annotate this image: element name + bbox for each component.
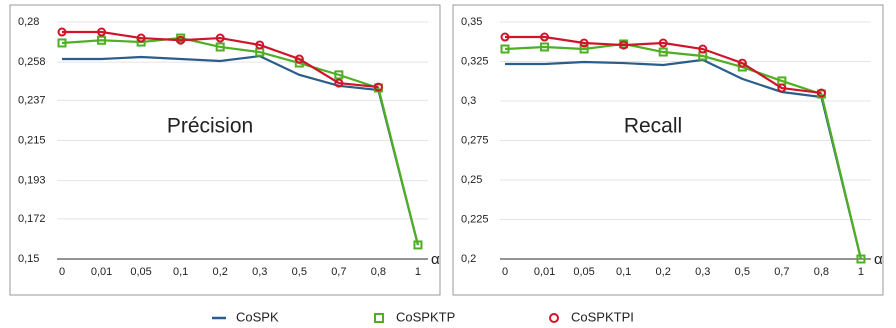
- annotation: Recall: [624, 115, 682, 138]
- x-tick-label: 0,8: [814, 266, 829, 278]
- x-axis-label: α: [874, 251, 883, 268]
- circle-marker: [777, 83, 787, 93]
- y-tick-label: 0,28: [18, 16, 39, 28]
- y-tick-label: 0,258: [18, 56, 46, 68]
- circle-marker: [698, 44, 708, 54]
- legend-label: CoSPK: [236, 309, 279, 324]
- circle-marker: [500, 32, 510, 42]
- y-tick-label: 0,15: [18, 253, 39, 265]
- y-tick-label: 0,237: [18, 94, 46, 106]
- square-marker: [334, 70, 344, 80]
- x-tick-label: 0,7: [774, 266, 789, 278]
- circle-marker: [816, 88, 826, 98]
- y-tick-label: 0,3: [461, 95, 476, 107]
- x-tick-label: 1: [858, 266, 864, 278]
- circle-marker: [57, 27, 67, 37]
- y-tick-label: 0,325: [461, 55, 489, 67]
- x-tick-label: 0,1: [616, 266, 631, 278]
- square-marker: [540, 42, 550, 52]
- circle-marker: [136, 33, 146, 43]
- x-tick-label: 0,1: [173, 266, 188, 278]
- legend-label: CoSPKTP: [396, 309, 455, 324]
- x-tick-label: 0,01: [534, 266, 555, 278]
- series-line: [505, 35, 822, 95]
- y-tick-label: 0,225: [461, 213, 489, 225]
- x-tick-label: 0,5: [292, 266, 307, 278]
- circle-marker: [294, 54, 304, 64]
- x-tick-label: 0: [502, 266, 508, 278]
- x-tick-label: 0,05: [130, 266, 151, 278]
- circle-marker: [579, 38, 589, 48]
- x-tick-label: 0: [59, 266, 65, 278]
- circle-marker: [373, 82, 383, 92]
- legend-label: CoSPKTPI: [571, 309, 634, 324]
- square-marker: [658, 47, 668, 57]
- circle-marker: [215, 33, 225, 43]
- circle-marker: [97, 27, 107, 37]
- x-tick-label: 0,01: [91, 266, 112, 278]
- series-line: [504, 42, 863, 260]
- y-tick-label: 0,193: [18, 175, 46, 187]
- square-marker: [97, 35, 107, 45]
- legend-swatch: [549, 313, 559, 323]
- circle-marker: [619, 40, 629, 50]
- series-line: [61, 36, 420, 246]
- y-tick-label: 0,35: [461, 16, 482, 28]
- x-axis-label: α: [431, 251, 440, 268]
- x-tick-label: 0,5: [735, 266, 750, 278]
- circle-marker: [658, 38, 668, 48]
- annotation: Précision: [167, 115, 253, 138]
- square-marker: [57, 38, 67, 48]
- legend-swatch: [374, 313, 384, 323]
- circle-marker: [540, 32, 550, 42]
- x-tick-label: 0,3: [695, 266, 710, 278]
- x-tick-label: 0,05: [573, 266, 594, 278]
- x-tick-label: 1: [415, 266, 421, 278]
- y-tick-label: 0,25: [461, 174, 482, 186]
- y-tick-label: 0,2: [461, 253, 476, 265]
- square-marker: [215, 42, 225, 52]
- square-marker: [856, 254, 866, 264]
- square-marker: [413, 240, 423, 250]
- circle-marker: [255, 40, 265, 50]
- series-line: [62, 30, 379, 89]
- panel: [9, 4, 441, 296]
- x-tick-label: 0,8: [371, 266, 386, 278]
- y-tick-label: 0,275: [461, 134, 489, 146]
- circle-marker: [176, 35, 186, 45]
- square-marker: [500, 44, 510, 54]
- x-tick-label: 0,3: [252, 266, 267, 278]
- circle-marker: [737, 58, 747, 68]
- x-tick-label: 0,7: [331, 266, 346, 278]
- series-line: [62, 54, 420, 246]
- series-line: [505, 58, 863, 260]
- circle-marker: [334, 78, 344, 88]
- y-tick-label: 0,215: [18, 134, 46, 146]
- x-tick-label: 0,2: [213, 266, 228, 278]
- x-tick-label: 0,2: [656, 266, 671, 278]
- y-tick-label: 0,172: [18, 213, 46, 225]
